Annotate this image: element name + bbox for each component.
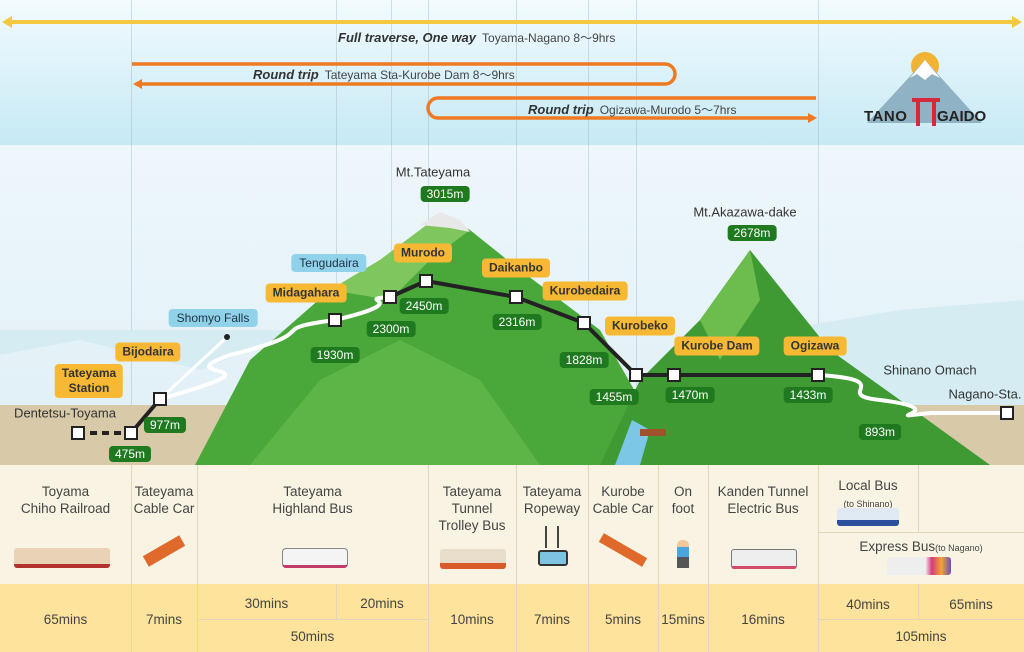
transport-on-foot: On foot [671, 484, 695, 516]
peak-elevation: 2678m [727, 225, 777, 241]
time-highland-bus-2: 20mins [360, 596, 404, 611]
station-nagano: Nagano-Sta. [948, 386, 1022, 402]
peak-name: Mt.Akazawa-dake [693, 204, 797, 220]
express-bus-destination: (to Nagano) [935, 543, 983, 553]
elevation-midagahara: 1930m [310, 347, 360, 363]
elevation-kurobeko: 1455m [589, 389, 639, 405]
transport-tateyama-cable-car: Tateyama Cable Car [133, 484, 195, 516]
logo-text-left: TANO [864, 108, 908, 125]
time-railroad: 65mins [43, 612, 88, 627]
transport-local-bus: Local Bus (to Shinano) [818, 477, 918, 513]
time-local-bus: 40mins [846, 597, 890, 612]
route-round-trip-ogizawa: Round trip Ogizawa-Murodo 5〜7hrs [528, 101, 736, 118]
elevation-kurobe-dam: 1470m [665, 387, 715, 403]
ropeway-tower-icon [545, 526, 559, 548]
peak-name: Mt.Tateyama [395, 164, 471, 180]
local-bus-label: Local Bus [838, 478, 898, 493]
route-type: Round trip [253, 67, 319, 82]
time-kurobe-cable-car: 5mins [604, 612, 641, 627]
elevation-tengudaira: 2300m [366, 321, 416, 337]
divider [818, 0, 819, 465]
station-tengudaira: Tengudaira [291, 254, 367, 272]
time-local-bus-2: 65mins [949, 597, 993, 612]
elevation-bijodaira: 977m [143, 417, 187, 433]
time-ropeway: 7mins [533, 612, 570, 627]
station-dentetsu-toyama: Dentetsu-Toyama [14, 405, 116, 421]
station-shinano-omachi: Shinano Omach [883, 362, 977, 378]
route-detail: Tateyama Sta-Kurobe Dam 8〜9hrs [324, 68, 515, 82]
route-map [0, 16, 1024, 465]
sky-background [0, 0, 1024, 145]
boat [640, 429, 666, 436]
transport-toyama-chiho-railroad: Toyama Chiho Railroad [20, 484, 111, 516]
elevation-shinano-omachi: 893m [858, 424, 902, 440]
elevation-ogizawa: 1433m [783, 387, 833, 403]
transport-tateyama-highland-bus: Tateyama Highland Bus [272, 484, 353, 516]
time-row [0, 584, 1024, 652]
peak-elevation: 3015m [420, 186, 470, 202]
highland-bus-icon [282, 548, 348, 568]
local-bus-destination: (to Shinano) [843, 499, 893, 509]
divider [516, 0, 517, 465]
logo-text-right: GAIDO [937, 108, 987, 125]
divider [391, 0, 392, 465]
electric-bus-icon [731, 549, 797, 569]
station-kurobe-dam: Kurobe Dam [674, 336, 760, 356]
elevation-tateyama: 475m [108, 446, 152, 462]
route-round-trip-tateyama: Round trip Tateyama Sta-Kurobe Dam 8〜9hrs [253, 66, 515, 83]
time-electric-bus: 16mins [741, 612, 785, 627]
station-kurobedaira: Kurobedaira [542, 281, 628, 301]
transport-tateyama-ropeway: Tateyama Ropeway [522, 484, 582, 516]
walking-person-icon [677, 540, 689, 568]
divider [336, 0, 337, 465]
divider [588, 0, 589, 465]
station-shomyo-falls: Shomyo Falls [168, 309, 258, 327]
station-kurobeko: Kurobeko [604, 316, 676, 336]
time-highland-bus-1: 30mins [244, 596, 289, 611]
express-bus-label: Express Bus [859, 539, 936, 554]
route-type: Round trip [528, 102, 594, 117]
transport-kurobe-cable-car: Kurobe Cable Car [592, 484, 654, 516]
ropeway-icon [538, 550, 568, 566]
time-trolley-bus: 10mins [450, 612, 494, 627]
divider [131, 0, 132, 465]
time-on-foot: 15mins [661, 612, 705, 627]
station-daikanbo: Daikanbo [481, 258, 551, 278]
elevation-daikanbo: 2316m [492, 314, 542, 330]
elevation-murodo: 2450m [399, 298, 449, 314]
express-bus-icon [887, 557, 951, 575]
station-bijodaira: Bijodaira [115, 342, 181, 362]
transport-trolley-bus: Tateyama Tunnel Trolley Bus [438, 484, 506, 533]
time-cable-car: 7mins [145, 612, 182, 627]
logo-icon [867, 52, 982, 126]
round-trip-tateyama-arrow [132, 62, 677, 86]
route-detail: Ogizawa-Murodo 5〜7hrs [599, 103, 737, 117]
local-bus-icon [837, 508, 899, 526]
trolley-bus-icon [440, 549, 506, 569]
route-detail: Toyama-Nagano 8〜9hrs [482, 31, 616, 45]
station-tateyama: Tateyama Station [54, 364, 124, 398]
station-ogizawa: Ogizawa [783, 336, 847, 356]
full-traverse-arrow [2, 16, 1022, 28]
round-trip-ogizawa-arrow [426, 96, 816, 120]
route-type: Full traverse, One way [338, 30, 477, 45]
elevation-kurobedaira: 1828m [559, 352, 609, 368]
station-midagahara: Midagahara [265, 283, 347, 303]
time-express-bus: 105mins [895, 629, 947, 644]
time-highland-bus-total: 50mins [290, 629, 335, 644]
transport-express-bus: Express Bus(to Nagano) [818, 538, 1024, 557]
station-murodo: Murodo [394, 243, 452, 263]
train-icon [14, 548, 110, 568]
divider [636, 0, 637, 465]
route-full-traverse: Full traverse, One way Toyama-Nagano 8〜9h… [338, 29, 615, 46]
transport-kanden-electric-bus: Kanden Tunnel Electric Bus [717, 484, 809, 516]
